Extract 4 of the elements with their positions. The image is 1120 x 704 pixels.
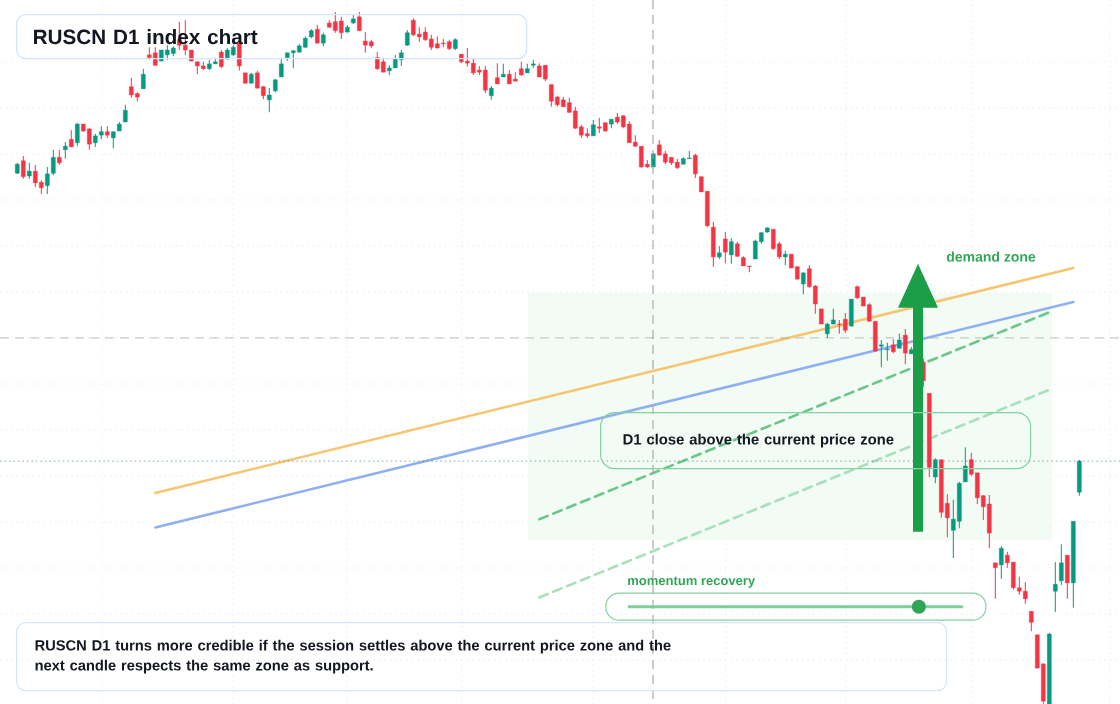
band-label: demand zone (946, 251, 1036, 262)
annotation: RUSCN D1 turns more credible if the session settles above the current price zone and the next candle respects the same zone as support. (35, 639, 671, 674)
annotation: momentum recovery (628, 576, 756, 588)
annotation: D1 close above the current price zone (623, 433, 894, 448)
